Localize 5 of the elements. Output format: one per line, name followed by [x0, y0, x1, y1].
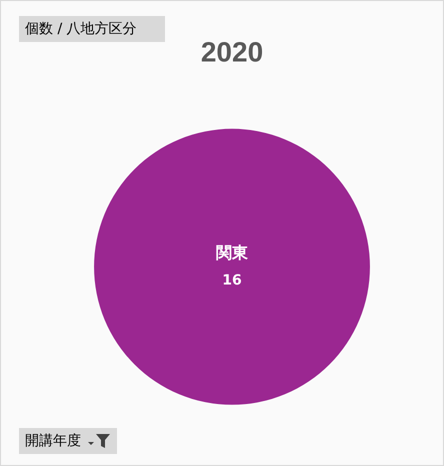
text: 開講年度 [25, 432, 81, 451]
text: 個数 / 八地方区分 [19, 16, 165, 42]
slice-label: 関東 [216, 242, 249, 262]
data-label: 16 [222, 272, 242, 288]
chart-title: 2020 [200, 36, 264, 68]
